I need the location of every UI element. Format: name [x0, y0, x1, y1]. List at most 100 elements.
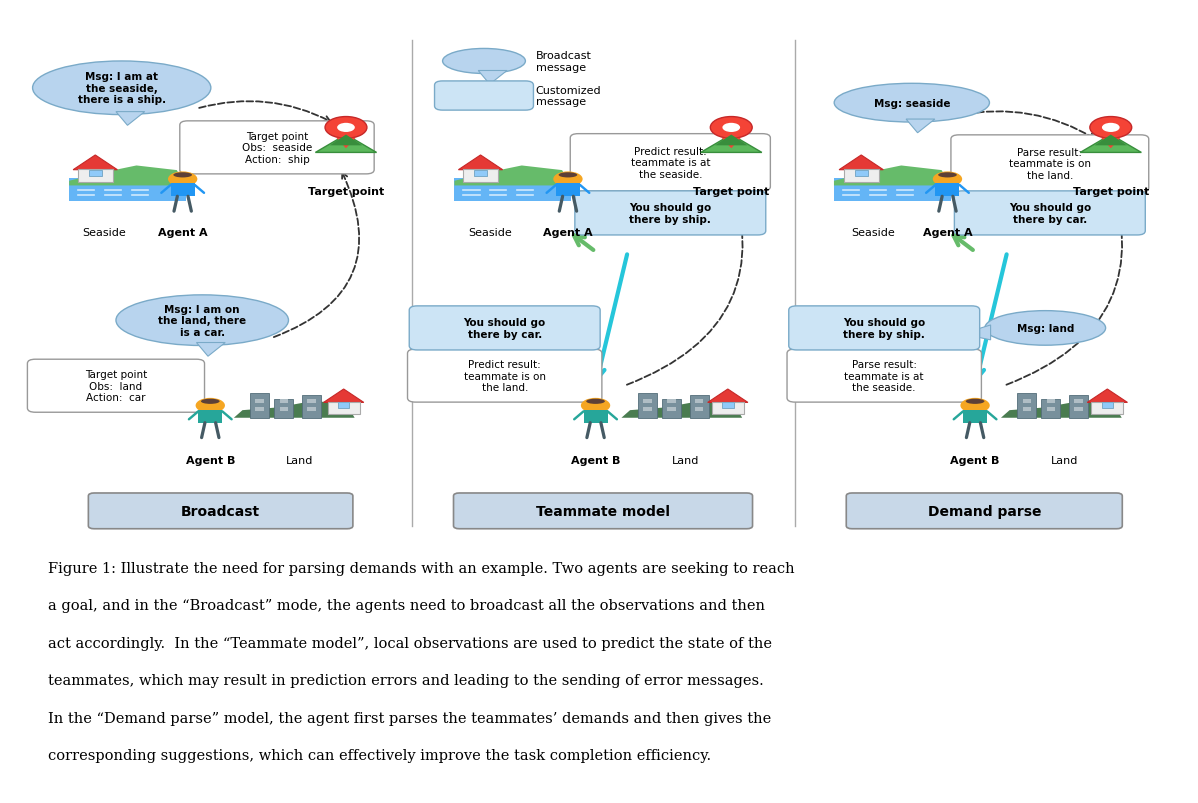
Text: Seaside: Seaside: [851, 227, 895, 238]
Circle shape: [710, 117, 752, 139]
FancyBboxPatch shape: [690, 396, 708, 418]
FancyBboxPatch shape: [1047, 399, 1055, 404]
Polygon shape: [337, 139, 356, 149]
FancyBboxPatch shape: [302, 396, 321, 418]
FancyBboxPatch shape: [1023, 407, 1031, 411]
Polygon shape: [73, 156, 117, 170]
Text: Customized
message: Customized message: [536, 86, 601, 107]
FancyBboxPatch shape: [712, 402, 744, 414]
FancyBboxPatch shape: [787, 349, 981, 402]
Circle shape: [933, 172, 962, 187]
Text: Msg: seaside: Msg: seaside: [873, 99, 950, 108]
FancyBboxPatch shape: [12, 29, 1186, 544]
Ellipse shape: [966, 399, 985, 405]
Polygon shape: [1088, 389, 1127, 403]
Circle shape: [1102, 124, 1120, 132]
Text: Msg: land: Msg: land: [1017, 324, 1073, 333]
Polygon shape: [962, 325, 991, 340]
FancyBboxPatch shape: [454, 178, 571, 202]
FancyBboxPatch shape: [274, 399, 294, 418]
Text: Msg: I am on
the land, there
is a car.: Msg: I am on the land, there is a car.: [158, 304, 247, 337]
FancyBboxPatch shape: [279, 407, 289, 411]
Text: You should go
there by car.: You should go there by car.: [464, 318, 546, 340]
FancyBboxPatch shape: [28, 360, 205, 413]
Polygon shape: [196, 343, 225, 357]
FancyBboxPatch shape: [695, 399, 703, 404]
Ellipse shape: [938, 173, 957, 178]
FancyBboxPatch shape: [643, 399, 652, 404]
Text: Agent A: Agent A: [158, 227, 207, 238]
FancyBboxPatch shape: [1047, 407, 1055, 411]
FancyBboxPatch shape: [1075, 407, 1083, 411]
Text: corresponding suggestions, which can effectively improve the task completion eff: corresponding suggestions, which can eff…: [48, 748, 712, 762]
Polygon shape: [701, 136, 762, 153]
FancyBboxPatch shape: [89, 170, 102, 177]
Polygon shape: [315, 136, 376, 153]
Text: Agent B: Agent B: [950, 456, 1000, 466]
Circle shape: [325, 117, 367, 139]
Polygon shape: [834, 166, 950, 186]
Polygon shape: [69, 166, 186, 186]
FancyBboxPatch shape: [78, 170, 113, 183]
Text: Parse result:
teammate is on
the land.: Parse result: teammate is on the land.: [1009, 148, 1091, 181]
FancyBboxPatch shape: [338, 403, 350, 409]
Polygon shape: [708, 389, 748, 403]
Polygon shape: [116, 112, 145, 126]
Text: Predict result:
teammate is at
the seaside.: Predict result: teammate is at the seasi…: [630, 146, 710, 180]
FancyBboxPatch shape: [1102, 403, 1113, 409]
FancyBboxPatch shape: [69, 178, 186, 202]
Text: Seaside: Seaside: [468, 227, 512, 238]
FancyBboxPatch shape: [695, 407, 703, 411]
Polygon shape: [622, 402, 743, 418]
FancyBboxPatch shape: [570, 134, 770, 192]
FancyBboxPatch shape: [89, 493, 353, 529]
Circle shape: [337, 124, 355, 132]
Text: You should go
there by ship.: You should go there by ship.: [843, 318, 925, 340]
Ellipse shape: [116, 296, 289, 346]
Circle shape: [553, 172, 582, 187]
Text: Figure 1: Illustrate the need for parsing demands with an example. Two agents ar: Figure 1: Illustrate the need for parsin…: [48, 561, 794, 575]
FancyBboxPatch shape: [454, 493, 752, 529]
FancyBboxPatch shape: [279, 399, 289, 404]
FancyBboxPatch shape: [843, 170, 879, 183]
Text: In the “Demand parse” model, the agent first parses the teammates’ demands and t: In the “Demand parse” model, the agent f…: [48, 711, 772, 724]
Text: Agent B: Agent B: [571, 456, 621, 466]
Polygon shape: [478, 71, 507, 85]
FancyBboxPatch shape: [198, 410, 223, 423]
Polygon shape: [1095, 136, 1127, 146]
FancyBboxPatch shape: [327, 402, 359, 414]
FancyBboxPatch shape: [474, 170, 486, 177]
FancyBboxPatch shape: [846, 493, 1123, 529]
FancyBboxPatch shape: [963, 410, 987, 423]
Text: Agent B: Agent B: [186, 456, 235, 466]
FancyBboxPatch shape: [855, 170, 867, 177]
Circle shape: [1090, 117, 1132, 139]
Polygon shape: [323, 389, 364, 403]
Ellipse shape: [174, 173, 192, 178]
Polygon shape: [721, 139, 740, 149]
Polygon shape: [234, 402, 355, 418]
Text: Teammate model: Teammate model: [536, 504, 670, 518]
FancyBboxPatch shape: [637, 393, 657, 418]
Text: Seaside: Seaside: [83, 227, 126, 238]
Text: Msg: I am at
the seaside,
there is a ship.: Msg: I am at the seaside, there is a shi…: [78, 72, 165, 105]
Circle shape: [168, 172, 198, 187]
Text: Land: Land: [1051, 456, 1078, 466]
FancyBboxPatch shape: [255, 399, 264, 404]
FancyBboxPatch shape: [834, 178, 950, 202]
FancyBboxPatch shape: [722, 403, 733, 409]
FancyBboxPatch shape: [583, 410, 607, 423]
Text: Demand parse: Demand parse: [927, 504, 1041, 518]
Text: Land: Land: [672, 456, 698, 466]
Polygon shape: [1081, 136, 1142, 153]
FancyBboxPatch shape: [575, 192, 766, 235]
FancyBboxPatch shape: [643, 407, 652, 411]
Ellipse shape: [985, 312, 1106, 346]
FancyBboxPatch shape: [667, 407, 676, 411]
Polygon shape: [839, 156, 883, 170]
Text: Target point: Target point: [694, 187, 769, 197]
Polygon shape: [1101, 139, 1120, 149]
FancyBboxPatch shape: [667, 399, 676, 404]
FancyBboxPatch shape: [435, 82, 533, 111]
Text: a goal, and in the “Broadcast” mode, the agents need to broadcast all the observ: a goal, and in the “Broadcast” mode, the…: [48, 599, 764, 613]
